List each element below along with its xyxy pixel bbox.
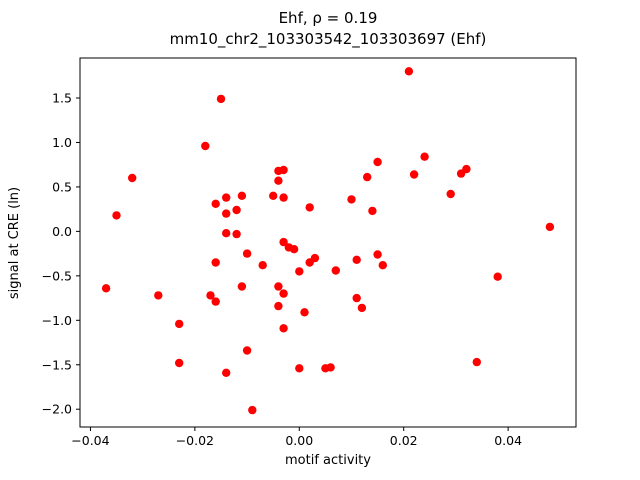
scatter-point [222, 209, 231, 218]
scatter-point [279, 237, 288, 247]
scatter-point [175, 358, 184, 368]
y-tick-label: 0.0 [52, 224, 72, 239]
scatter-point [112, 211, 121, 220]
scatter-point [237, 282, 247, 291]
scatter-points [101, 67, 555, 415]
scatter-point [274, 176, 283, 185]
scatter-point [446, 189, 455, 199]
scatter-point [242, 346, 252, 355]
scatter-point [237, 191, 247, 200]
scatter-point [409, 170, 419, 179]
scatter-point [545, 222, 555, 232]
y-tick-label: 0.5 [52, 179, 72, 194]
y-tick-label: 1.5 [52, 91, 72, 106]
scatter-point [211, 199, 220, 208]
scatter-point [128, 173, 137, 183]
scatter-point [258, 261, 267, 270]
scatter-point [352, 293, 361, 303]
y-tick-label: −0.5 [42, 268, 72, 283]
scatter-point [216, 94, 226, 104]
scatter-point [373, 157, 382, 167]
scatter-point [211, 297, 220, 306]
scatter-point [222, 193, 231, 202]
scatter-point [300, 308, 309, 317]
scatter-point [404, 67, 414, 76]
scatter-point [420, 152, 429, 161]
scatter-point [279, 324, 288, 333]
scatter-point [462, 164, 471, 174]
x-tick-label: 0.02 [390, 433, 418, 448]
scatter-point [373, 250, 382, 259]
chart-title: Ehf, ρ = 0.19 [279, 9, 378, 27]
scatter-point [347, 195, 356, 204]
axis-ticks: −0.04 −0.02 0.00 0.02 0.04 −2.0 −1.5 −1.0 −0.5 0.… [42, 91, 522, 448]
scatter-point [378, 261, 387, 270]
scatter-point [242, 249, 252, 258]
scatter-point [310, 253, 320, 263]
y-tick-label: −1.5 [42, 357, 72, 372]
x-axis-label: motif activity [285, 453, 371, 468]
scatter-point [331, 266, 340, 275]
scatter-point [326, 363, 335, 372]
scatter-point [295, 364, 304, 373]
scatter-point [363, 172, 372, 182]
scatter-point [211, 258, 220, 267]
scatter-point [232, 229, 241, 239]
scatter-point [154, 291, 163, 300]
y-axis-label: signal at CRE (ln) [7, 187, 22, 299]
y-tick-label: −1.0 [42, 313, 72, 328]
x-tick-label: −0.02 [176, 433, 214, 448]
y-tick-label: −2.0 [42, 402, 72, 417]
scatter-point [274, 282, 283, 291]
scatter-point [279, 165, 288, 175]
x-tick-label: 0.04 [494, 433, 522, 448]
plot-border [79, 57, 577, 428]
scatter-point [248, 405, 257, 415]
scatter-point [206, 291, 215, 300]
scatter-point [493, 272, 502, 281]
scatter-point [368, 206, 377, 216]
scatter-point [222, 229, 231, 238]
scatter-point [274, 301, 283, 311]
scatter-point [305, 203, 314, 212]
scatter-point [279, 193, 288, 202]
scatter-point [101, 284, 111, 293]
scatter-point [289, 245, 299, 254]
scatter-point [175, 319, 184, 329]
x-tick-label: 0.00 [285, 433, 313, 448]
x-tick-label: −0.04 [71, 433, 109, 448]
scatter-point [222, 368, 231, 377]
scatter-point [232, 205, 241, 215]
scatter-point [279, 289, 288, 298]
scatter-point [201, 141, 210, 151]
scatter-point [352, 255, 361, 264]
scatter-point [295, 267, 304, 276]
y-tick-label: 1.0 [52, 135, 72, 150]
scatter-point [472, 357, 481, 367]
chart-subtitle: mm10_chr2_103303542_103303697 (Ehf) [170, 30, 487, 49]
scatter-point [269, 191, 278, 200]
scatter-point [357, 303, 367, 313]
